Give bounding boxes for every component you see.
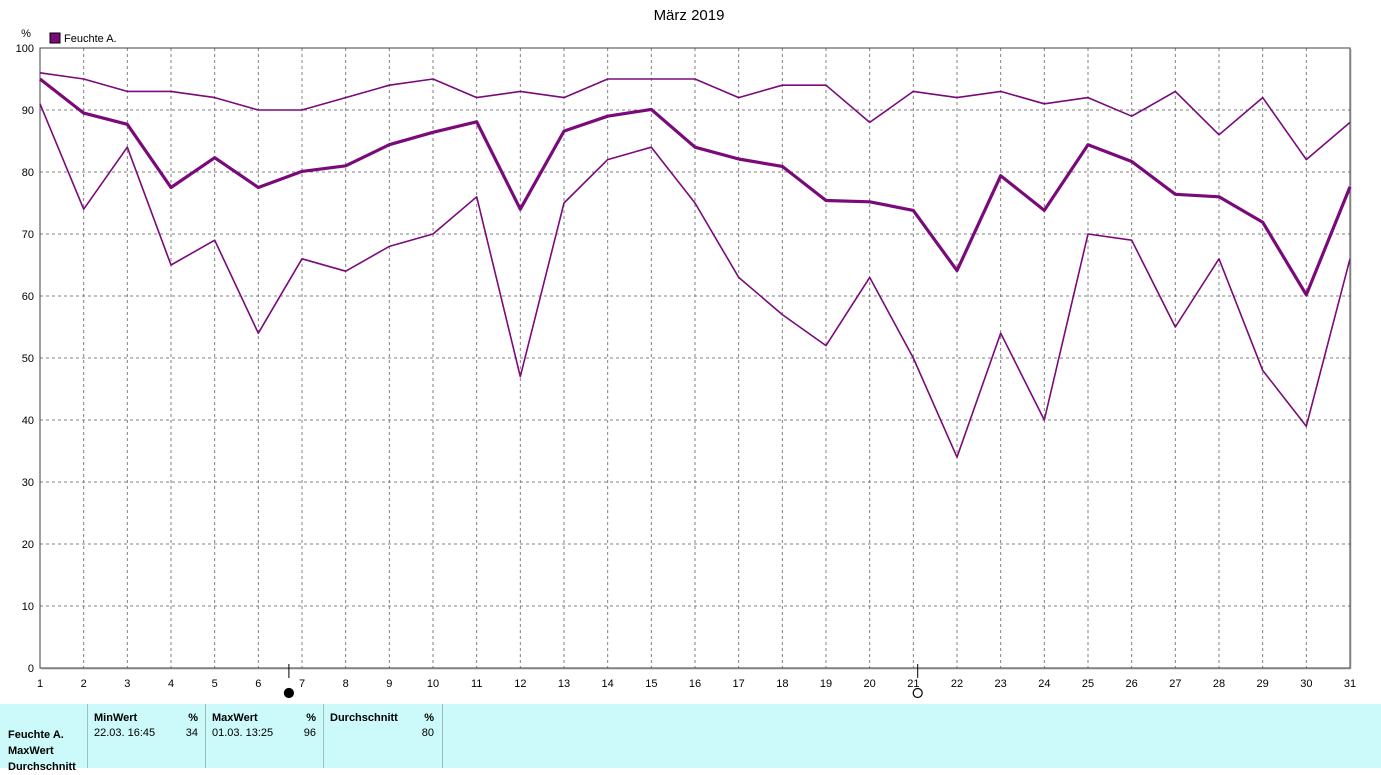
x-tick-label: 18 bbox=[776, 678, 788, 690]
x-tick-label: 10 bbox=[427, 678, 439, 690]
y-axis: 0 10 20 30 40 50 60 70 80 90 100 bbox=[16, 43, 34, 675]
stats-min-time: 22.03. 16:45 bbox=[94, 727, 156, 739]
y-tick-label: 20 bbox=[22, 539, 34, 551]
x-tick-label: 7 bbox=[299, 678, 305, 690]
stats-row-label: Durchschnitt bbox=[8, 761, 76, 773]
stats-col-header: MaxWert bbox=[212, 712, 258, 724]
x-tick-label: 27 bbox=[1169, 678, 1181, 690]
filled-circle-icon bbox=[283, 687, 294, 699]
x-tick-label: 5 bbox=[212, 678, 218, 690]
x-tick-label: 22 bbox=[951, 678, 963, 690]
x-tick-label: 28 bbox=[1213, 678, 1225, 690]
stats-min-value: 34 bbox=[185, 727, 198, 739]
stats-col-max: MaxWert % 01.03. 13:25 96 bbox=[205, 704, 324, 768]
stats-row-label: Feuchte A. bbox=[8, 729, 64, 741]
x-tick-label: 11 bbox=[471, 678, 482, 690]
open-circle-icon bbox=[912, 687, 923, 699]
stats-col-header: Durchschnitt bbox=[330, 712, 398, 724]
y-tick-label: 10 bbox=[22, 601, 34, 613]
x-tick-label: 8 bbox=[343, 678, 349, 690]
stats-max-time: 01.03. 13:25 bbox=[212, 727, 274, 739]
x-tick-label: 30 bbox=[1300, 678, 1312, 690]
plot-border bbox=[39, 47, 1351, 669]
x-tick-label: 2 bbox=[81, 678, 87, 690]
x-tick-label: 26 bbox=[1126, 678, 1138, 690]
legend-swatch bbox=[49, 32, 61, 44]
series-line-avg bbox=[39, 77, 1352, 297]
x-tick-label: 23 bbox=[995, 678, 1007, 690]
x-tick-label: 3 bbox=[124, 678, 130, 690]
x-tick-label: 1 bbox=[37, 678, 43, 690]
x-tick-label: 6 bbox=[255, 678, 261, 690]
chart-title: März 2019 bbox=[654, 7, 725, 24]
x-tick-label: 14 bbox=[602, 678, 614, 690]
x-tick-label: 16 bbox=[689, 678, 701, 690]
stats-avg-value: 80 bbox=[421, 727, 434, 739]
stats-col-unit: % bbox=[424, 712, 434, 724]
y-tick-label: 90 bbox=[22, 105, 34, 117]
chart-grid bbox=[40, 48, 1350, 668]
y-tick-label: 70 bbox=[22, 229, 34, 241]
axis-markers bbox=[283, 664, 923, 699]
y-tick-label: 0 bbox=[28, 663, 34, 675]
x-tick-label: 31 bbox=[1344, 678, 1356, 690]
y-tick-label: 30 bbox=[22, 477, 34, 489]
statistics-panel: Feuchte A. MaxWert Durchschnitt MinWert … bbox=[0, 704, 1381, 773]
x-tick-label: 4 bbox=[168, 678, 174, 690]
y-tick-label: 80 bbox=[22, 167, 34, 179]
y-axis-unit: % bbox=[21, 28, 31, 40]
stats-col-unit: % bbox=[188, 712, 198, 724]
humidity-chart: März 2019 % Feuchte A. 01020304050607080… bbox=[16, 7, 1356, 699]
x-tick-label: 20 bbox=[864, 678, 876, 690]
x-tick-label: 15 bbox=[645, 678, 657, 690]
x-tick-label: 13 bbox=[558, 678, 570, 690]
series-line-max bbox=[39, 72, 1351, 161]
series-line-min bbox=[39, 103, 1351, 459]
x-tick-label: 12 bbox=[514, 678, 526, 690]
x-axis: 1 2 3 4 5 6 7 8 9 10 11 12 13 14 15 16 17 18 19 20 21 22 23 24 2… bbox=[37, 678, 1356, 690]
stats-col-header: MinWert bbox=[94, 712, 138, 724]
x-tick-label: 29 bbox=[1257, 678, 1269, 690]
plot-frame bbox=[39, 47, 1352, 670]
stats-max-value: 96 bbox=[303, 727, 316, 739]
y-tick-label: 100 bbox=[16, 43, 34, 55]
x-tick-label: 24 bbox=[1038, 678, 1050, 690]
stats-row-label: MaxWert bbox=[8, 745, 54, 757]
series-lines bbox=[39, 72, 1352, 459]
stats-col-avg: Durchschnitt % 80 bbox=[323, 704, 443, 768]
y-tick-label: 50 bbox=[22, 353, 34, 365]
y-tick-label: 60 bbox=[22, 291, 34, 303]
x-tick-label: 25 bbox=[1082, 678, 1094, 690]
x-tick-label: 9 bbox=[386, 678, 392, 690]
stats-col-min: MinWert % 22.03. 16:45 34 bbox=[87, 704, 206, 768]
legend-label: Feuchte A. bbox=[64, 33, 117, 45]
x-tick-label: 17 bbox=[733, 678, 745, 690]
y-tick-label: 40 bbox=[22, 415, 34, 427]
x-tick-label: 19 bbox=[820, 678, 832, 690]
stats-col-unit: % bbox=[306, 712, 316, 724]
x-tick-label: 21 bbox=[907, 678, 919, 690]
